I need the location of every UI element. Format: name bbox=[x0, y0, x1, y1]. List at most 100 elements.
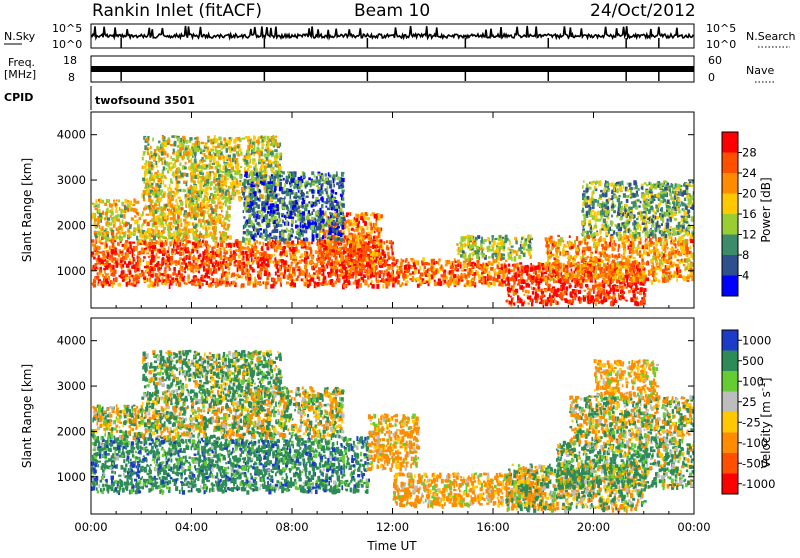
power-cell bbox=[91, 252, 94, 255]
power-cell bbox=[297, 240, 299, 244]
power-cell bbox=[190, 176, 192, 181]
power-cell bbox=[220, 237, 222, 240]
power-cell bbox=[338, 243, 340, 246]
power-cell bbox=[291, 241, 293, 244]
power-cell bbox=[405, 260, 407, 263]
power-cell bbox=[255, 163, 256, 167]
station-title: Rankin Inlet (fitACF) bbox=[92, 1, 262, 21]
power-cell bbox=[208, 254, 210, 257]
power-cell bbox=[236, 180, 238, 185]
power-cell bbox=[434, 280, 436, 283]
power-cell bbox=[206, 253, 209, 256]
power-cell bbox=[244, 167, 246, 171]
power-cell bbox=[115, 277, 118, 282]
power-cell bbox=[433, 271, 436, 275]
power-cell bbox=[162, 263, 164, 265]
power-cell bbox=[137, 224, 140, 228]
power-cell bbox=[174, 162, 176, 164]
power-cell bbox=[211, 233, 214, 236]
power-cell bbox=[180, 201, 184, 206]
power-cell bbox=[335, 260, 337, 262]
power-cell bbox=[291, 263, 293, 267]
power-cell bbox=[488, 271, 490, 276]
power-cell bbox=[309, 262, 311, 265]
power-cell bbox=[391, 266, 393, 270]
power-cell bbox=[204, 160, 206, 162]
power-cell bbox=[185, 263, 187, 266]
power-cell bbox=[126, 246, 128, 249]
power-cell bbox=[162, 195, 164, 199]
power-cell bbox=[107, 225, 110, 227]
power-cell bbox=[409, 273, 412, 276]
power-cell bbox=[205, 232, 208, 236]
power-cell bbox=[214, 265, 216, 268]
power-cell bbox=[378, 213, 381, 217]
power-cell bbox=[208, 265, 211, 270]
power-cell bbox=[331, 259, 333, 262]
power-cell bbox=[199, 191, 201, 193]
power-cell bbox=[102, 211, 104, 215]
power-cell bbox=[95, 236, 98, 238]
power-cell bbox=[235, 186, 238, 188]
date-title: 24/Oct/2012 bbox=[590, 1, 696, 21]
power-cell bbox=[380, 280, 383, 282]
power-cell bbox=[200, 246, 203, 248]
power-cell bbox=[433, 269, 435, 271]
power-cell bbox=[161, 220, 164, 225]
power-cell bbox=[515, 272, 517, 275]
power-cell bbox=[482, 264, 484, 268]
power-cell bbox=[167, 275, 169, 280]
power-cell bbox=[249, 166, 252, 169]
power-cell bbox=[221, 276, 223, 279]
power-cell bbox=[182, 189, 185, 192]
power-cell bbox=[193, 260, 195, 263]
power-cell bbox=[147, 143, 149, 146]
power-cell bbox=[349, 248, 353, 253]
power-cell bbox=[178, 236, 180, 240]
power-cell bbox=[457, 264, 459, 267]
power-cell bbox=[347, 219, 350, 222]
power-cell bbox=[603, 296, 605, 299]
power-cell bbox=[310, 250, 312, 254]
power-cell bbox=[205, 187, 209, 191]
power-cell bbox=[397, 274, 400, 278]
power-cell bbox=[184, 271, 186, 273]
power-cell bbox=[150, 190, 153, 192]
freq-unit: [MHz] bbox=[4, 68, 36, 81]
power-cell bbox=[129, 201, 133, 205]
power-cell bbox=[355, 242, 357, 244]
power-cell bbox=[250, 243, 252, 245]
power-cell bbox=[243, 266, 245, 268]
power-cell bbox=[335, 263, 337, 266]
power-cell bbox=[416, 277, 419, 280]
power-cell bbox=[394, 263, 397, 265]
power-cell bbox=[319, 252, 321, 254]
power-cell bbox=[162, 230, 165, 234]
power-cell bbox=[118, 263, 120, 265]
power-cell bbox=[456, 243, 458, 246]
power-cell bbox=[561, 289, 564, 291]
power-cell bbox=[112, 230, 115, 232]
power-cell bbox=[132, 204, 135, 206]
power-cell bbox=[201, 157, 203, 160]
power-cell bbox=[228, 163, 230, 168]
power-cell bbox=[373, 236, 375, 240]
power-cell bbox=[145, 183, 148, 186]
power-cell bbox=[134, 215, 136, 218]
power-cell bbox=[188, 189, 191, 193]
power-cell bbox=[387, 282, 390, 286]
power-cell bbox=[127, 208, 129, 212]
power-cell bbox=[103, 231, 105, 234]
power-cell bbox=[155, 230, 157, 234]
power-cell bbox=[173, 215, 176, 219]
power-cell bbox=[493, 240, 496, 245]
power-cell bbox=[124, 210, 127, 213]
power-cell bbox=[125, 261, 127, 264]
power-cell bbox=[217, 243, 219, 247]
power-cell bbox=[224, 232, 227, 236]
power-cell bbox=[167, 153, 169, 157]
power-cell bbox=[248, 269, 250, 272]
power-cell bbox=[177, 252, 179, 255]
power-cell bbox=[289, 250, 291, 252]
power-cell bbox=[264, 139, 266, 142]
